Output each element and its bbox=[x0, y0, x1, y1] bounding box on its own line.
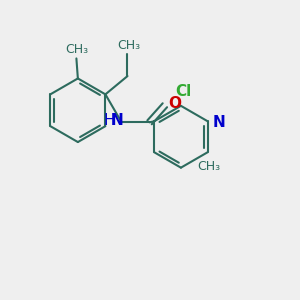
Text: Cl: Cl bbox=[175, 84, 191, 99]
Text: H: H bbox=[103, 113, 115, 128]
Text: O: O bbox=[168, 96, 182, 111]
Text: CH₃: CH₃ bbox=[65, 43, 88, 56]
Text: CH₃: CH₃ bbox=[117, 39, 140, 52]
Text: N: N bbox=[111, 113, 124, 128]
Text: N: N bbox=[213, 115, 226, 130]
Text: CH₃: CH₃ bbox=[198, 160, 221, 172]
